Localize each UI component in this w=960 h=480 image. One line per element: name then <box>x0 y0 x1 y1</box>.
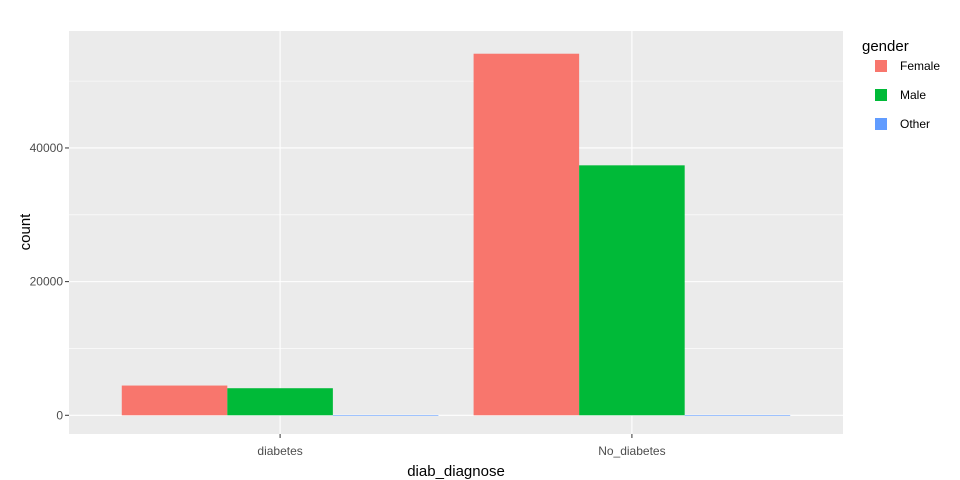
legend-label: Male <box>900 88 926 102</box>
bar-female-no_diabetes <box>473 53 580 416</box>
y-axis-title: count <box>17 213 34 251</box>
legend-label: Female <box>900 59 940 73</box>
x-axis-title: diab_diagnose <box>407 463 505 480</box>
bar-other-diabetes <box>332 415 439 416</box>
bar-male-no_diabetes <box>579 165 685 416</box>
x-tick-label: diabetes <box>257 444 302 458</box>
legend-key-male <box>875 89 887 101</box>
bar-other-no_diabetes <box>684 415 791 416</box>
y-tick-label: 40000 <box>30 141 64 155</box>
y-tick-label: 0 <box>56 408 63 422</box>
legend-key-female <box>875 60 887 72</box>
bar-female-diabetes <box>121 385 228 416</box>
y-tick-label: 20000 <box>30 275 64 289</box>
legend-key-other <box>875 118 887 130</box>
x-axis: diabetes No_diabetes <box>257 434 666 458</box>
y-axis: 0 20000 40000 <box>30 141 69 422</box>
legend-label: Other <box>900 117 930 131</box>
plot-panel <box>69 31 843 434</box>
legend-title: gender <box>862 38 909 55</box>
minor-gridlines <box>69 80 843 349</box>
legend: gender Female Male Other <box>862 38 940 131</box>
x-tick-label: No_diabetes <box>598 444 665 458</box>
bar-male-diabetes <box>227 388 333 416</box>
bars <box>121 53 791 416</box>
